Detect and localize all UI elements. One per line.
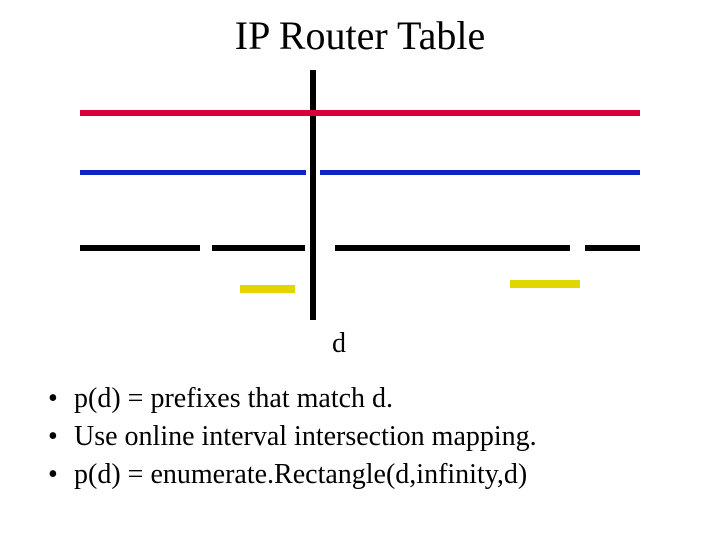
bullet-item: Use online interval intersection mapping… bbox=[48, 418, 688, 456]
interval-black-left bbox=[80, 245, 200, 251]
interval-diagram: d bbox=[80, 70, 640, 330]
bullet-item: p(d) = prefixes that match d. bbox=[48, 380, 688, 418]
bullet-list: p(d) = prefixes that match d.Use online … bbox=[48, 380, 688, 493]
slide-title: IP Router Table bbox=[0, 12, 720, 59]
interval-blue-right bbox=[320, 170, 640, 175]
bullet-item: p(d) = enumerate.Rectangle(d,infinity,d) bbox=[48, 456, 688, 494]
interval-yellow1 bbox=[240, 285, 295, 293]
slide: IP Router Table d p(d) = prefixes that m… bbox=[0, 0, 720, 540]
interval-black-left-b bbox=[212, 245, 305, 251]
d-label: d bbox=[332, 328, 346, 360]
interval-red bbox=[80, 110, 640, 116]
interval-yellow2 bbox=[510, 280, 580, 288]
interval-blue-left bbox=[80, 170, 306, 175]
interval-black-right bbox=[335, 245, 570, 251]
interval-black-right-b bbox=[585, 245, 640, 251]
vertical-axis bbox=[310, 70, 316, 320]
